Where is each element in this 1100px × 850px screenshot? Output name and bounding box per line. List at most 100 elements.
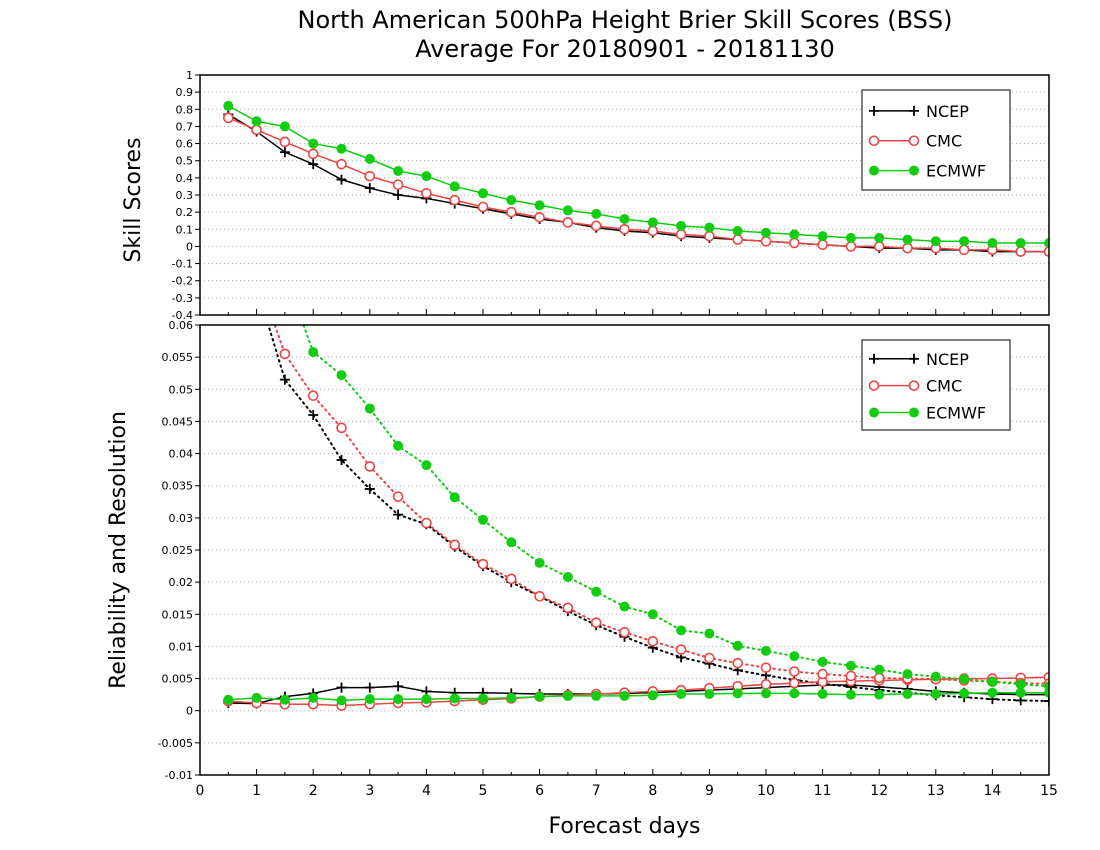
data-point-ecmwf (902, 234, 913, 245)
data-point-ecmwf (1015, 679, 1026, 690)
data-point-cmc (732, 234, 744, 245)
data-point-ecmwf (478, 514, 488, 525)
data-point-ecmwf (534, 557, 545, 568)
y-tick-label: 0.045 (162, 415, 194, 428)
data-point-cmc (562, 602, 574, 614)
y-tick-label: 0.1 (176, 223, 194, 236)
y-tick-label: 0.3 (176, 189, 194, 202)
y-tick-label: 0.6 (176, 138, 194, 151)
data-point-ecmwf (902, 669, 913, 680)
data-point-ncep (393, 509, 404, 520)
data-point-cmc (704, 652, 715, 664)
data-point-ecmwf (817, 656, 828, 667)
data-point-ncep (393, 681, 404, 692)
data-point-ecmwf (845, 232, 856, 243)
y-tick-label: 0.9 (176, 86, 194, 99)
data-point-ncep (279, 374, 290, 385)
data-point-cmc (817, 239, 828, 251)
legend-marker (909, 353, 919, 364)
x-tick-label: 4 (422, 783, 431, 799)
data-point-cmc (364, 461, 376, 472)
data-point-ecmwf (619, 214, 630, 224)
x-tick-label: 11 (814, 783, 832, 799)
chart-title-line2: Average For 20180901 - 20181130 (415, 35, 835, 63)
data-point-ecmwf (874, 689, 885, 700)
y-tick-label: 0.025 (162, 544, 194, 557)
data-point-ecmwf (845, 689, 856, 700)
x-tick-label: 2 (309, 783, 318, 799)
y-tick-label: 0.04 (169, 448, 194, 461)
data-point-ecmwf (449, 492, 460, 503)
plot-frame (199, 324, 1050, 776)
data-point-cmc (336, 422, 347, 434)
legend-label: NCEP (926, 350, 969, 369)
data-point-cmc (449, 194, 461, 206)
data-point-ecmwf (364, 403, 375, 414)
data-point-cmc (845, 241, 857, 252)
data-point-ecmwf (279, 121, 290, 132)
data-point-ecmwf (676, 689, 687, 699)
data-point-ecmwf (336, 370, 347, 381)
legend-marker (868, 135, 880, 147)
data-point-cmc (477, 201, 489, 213)
data-point-cmc (364, 170, 376, 182)
data-point-ncep (393, 190, 404, 200)
data-point-cmc (477, 558, 489, 570)
data-point-cmc (873, 241, 885, 252)
legend-marker (868, 380, 880, 391)
data-point-ncep (252, 281, 262, 291)
data-point-ecmwf (308, 692, 319, 703)
panel-1: -0.4 -0.3 -0.2 -0.1 0 0.1 0.2 0.3 0.4 0.5 0.6 0.7 0.… (121, 69, 1050, 322)
data-point-ecmwf (987, 676, 998, 687)
y-tick-label: 0.2 (176, 206, 194, 219)
data-point-ecmwf (845, 660, 856, 671)
legend-label: CMC (926, 132, 962, 151)
y-axis-label: Reliability and Resolution (106, 411, 131, 689)
data-point-ncep (1044, 696, 1049, 707)
data-point-cmc (675, 644, 687, 655)
data-point-ecmwf (676, 220, 687, 231)
y-tick-label: 0.5 (176, 155, 194, 168)
x-tick-label: 8 (648, 783, 657, 799)
data-point-cmc (505, 573, 517, 585)
data-point-ncep (308, 410, 319, 420)
data-point-ecmwf (902, 689, 913, 699)
data-point-cmc (788, 666, 800, 677)
y-tick-label: -0.4 (172, 309, 193, 322)
x-tick-label: 13 (927, 783, 945, 799)
x-tick-label: 1 (252, 783, 261, 799)
legend-marker (908, 135, 920, 147)
data-point-ecmwf (336, 143, 347, 154)
chart-title-line1: North American 500hPa Height Brier Skill… (298, 6, 953, 34)
legend-marker (909, 165, 919, 176)
data-point-ecmwf (308, 138, 319, 149)
data-point-cmc (590, 220, 602, 232)
y-tick-label: 0.015 (162, 608, 194, 621)
data-point-ecmwf (591, 208, 602, 219)
data-point-cmc (958, 244, 970, 256)
data-point-cmc (788, 677, 800, 689)
y-tick-label: -0.005 (158, 737, 193, 750)
legend: NCEP CMC ECMWF (861, 89, 1011, 191)
data-point-cmc (1043, 246, 1049, 257)
data-point-ecmwf (732, 640, 743, 651)
data-point-cmc (421, 517, 432, 529)
data-point-ecmwf (421, 460, 432, 471)
data-point-ecmwf (251, 692, 262, 703)
data-point-ecmwf (817, 689, 828, 699)
data-point-ecmwf (930, 236, 941, 247)
x-tick-label: 5 (479, 783, 488, 799)
y-tick-label: 0.005 (162, 673, 194, 686)
series-line-cmc (227, 676, 1049, 707)
x-tick-label: 15 (1040, 783, 1058, 799)
data-point-ecmwf (959, 688, 970, 699)
data-point-cmc (760, 679, 772, 690)
data-point-ecmwf (874, 232, 885, 243)
series-line-ecmwf (227, 691, 1049, 702)
legend-label: CMC (926, 377, 962, 396)
x-tick-label: 6 (535, 783, 544, 799)
data-point-cmc (732, 657, 744, 669)
data-point-cmc (392, 491, 404, 502)
data-point-ecmwf (279, 694, 290, 705)
data-point-cmc (845, 670, 857, 682)
